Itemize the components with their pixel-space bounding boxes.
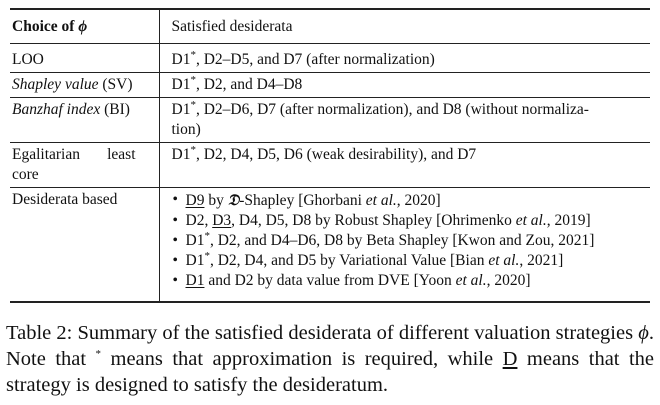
list-item: • D1*, D2, and D4–D6, D8 by Beta Shapley … bbox=[172, 229, 595, 249]
table-row: LOO D1*, D2–D5, and D7 (after normalizat… bbox=[10, 43, 650, 73]
table-header-row: Choice of ϕ Satisfied desiderata bbox=[10, 8, 650, 44]
row-name: Egalitarian least core bbox=[10, 142, 159, 188]
row-name: Banzhaf index (BI) bbox=[10, 97, 159, 143]
table-caption: Table 2: Summary of the satisfied deside… bbox=[6, 322, 654, 396]
list-item: • D1 and D2 by data value from DVE [Yoon … bbox=[172, 272, 531, 289]
row-name: LOO bbox=[10, 43, 159, 73]
header-satisfied: Satisfied desiderata bbox=[158, 8, 650, 44]
row-desiderata: D1*, D2, D4, D5, D6 (weak desirability),… bbox=[158, 142, 650, 188]
table-wrapper: Choice of ϕ Satisfied desiderata LOO D1*… bbox=[10, 8, 650, 303]
list-item: • D1*, D2, D4, and D5 by Variational Valu… bbox=[172, 249, 564, 269]
row-desiderata-list: • D9 by 𝔇-Shapley [Ghorbani et al., 2020]… bbox=[158, 187, 650, 303]
desiderata-table: Choice of ϕ Satisfied desiderata LOO D1*… bbox=[10, 8, 650, 303]
header-choice: Choice of ϕ bbox=[10, 8, 159, 44]
table-row: Desiderata based • D9 by 𝔇-Shapley [Ghorb… bbox=[10, 187, 650, 303]
row-desiderata: D1*, D2–D5, and D7 (after normalization) bbox=[158, 43, 650, 73]
row-desiderata: D1*, D2–D6, D7 (after normalization), an… bbox=[158, 97, 650, 143]
row-name: Desiderata based bbox=[10, 187, 159, 303]
table-row: Shapley value (SV) D1*, D2, and D4–D8 bbox=[10, 72, 650, 98]
desiderata-list: • D9 by 𝔇-Shapley [Ghorbani et al., 2020]… bbox=[172, 190, 649, 291]
list-item: • D2, D3, D4, D5, D8 by Robust Shapley [O… bbox=[172, 212, 591, 229]
row-desiderata: D1*, D2, and D4–D8 bbox=[158, 72, 650, 98]
table-row: Banzhaf index (BI) D1*, D2–D6, D7 (after… bbox=[10, 97, 650, 143]
table-row: Egalitarian least core D1*, D2, D4, D5, D… bbox=[10, 142, 650, 188]
list-item: • D9 by 𝔇-Shapley [Ghorbani et al., 2020] bbox=[172, 190, 441, 209]
row-name: Shapley value (SV) bbox=[10, 72, 159, 98]
